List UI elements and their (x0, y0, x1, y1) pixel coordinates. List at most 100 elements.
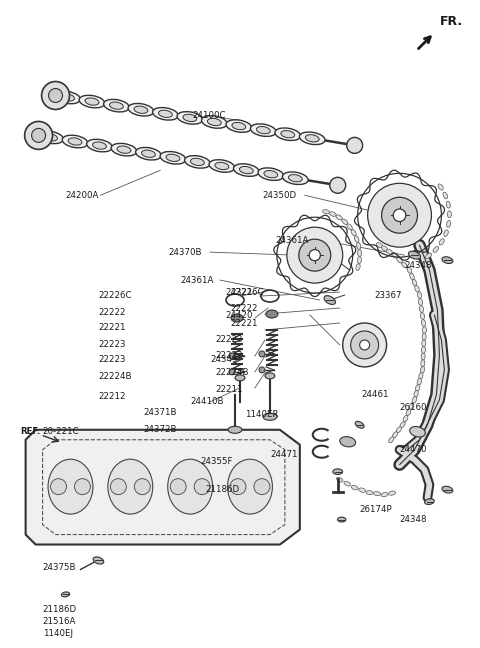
Text: 26174P: 26174P (360, 505, 392, 514)
Ellipse shape (336, 478, 343, 482)
Ellipse shape (109, 102, 123, 110)
Ellipse shape (281, 131, 295, 138)
Ellipse shape (421, 360, 425, 367)
Ellipse shape (235, 375, 245, 381)
Circle shape (368, 183, 432, 247)
Text: 24100C: 24100C (192, 111, 226, 120)
Ellipse shape (166, 154, 180, 161)
Ellipse shape (61, 592, 70, 597)
Text: 24471: 24471 (270, 450, 298, 459)
Ellipse shape (446, 202, 450, 208)
Ellipse shape (87, 139, 112, 152)
Text: 22224B: 22224B (98, 373, 132, 382)
Ellipse shape (407, 267, 412, 273)
Text: 24372B: 24372B (144, 425, 177, 434)
Circle shape (351, 331, 379, 359)
Ellipse shape (266, 310, 278, 318)
Circle shape (393, 209, 406, 222)
Ellipse shape (408, 251, 420, 259)
Ellipse shape (392, 252, 397, 258)
Ellipse shape (62, 135, 88, 148)
Text: 22223: 22223 (98, 340, 126, 349)
Ellipse shape (93, 142, 107, 149)
Ellipse shape (209, 159, 235, 172)
Ellipse shape (344, 481, 350, 486)
Ellipse shape (422, 333, 426, 340)
Text: 22222: 22222 (98, 308, 126, 316)
Ellipse shape (191, 158, 204, 165)
Circle shape (347, 137, 363, 154)
Ellipse shape (111, 143, 137, 156)
Ellipse shape (323, 209, 329, 214)
Circle shape (134, 479, 150, 494)
Circle shape (259, 367, 265, 373)
Ellipse shape (231, 314, 243, 322)
Text: 22223: 22223 (215, 336, 242, 345)
Ellipse shape (444, 230, 448, 237)
Ellipse shape (354, 236, 359, 242)
Text: 22223: 22223 (98, 355, 126, 364)
Ellipse shape (215, 163, 229, 170)
Ellipse shape (55, 91, 80, 104)
Ellipse shape (356, 264, 360, 270)
Ellipse shape (228, 426, 242, 434)
Ellipse shape (265, 373, 275, 379)
Ellipse shape (447, 211, 451, 218)
Ellipse shape (403, 415, 408, 422)
Ellipse shape (357, 257, 361, 264)
Text: 24420: 24420 (225, 310, 252, 319)
Text: 24461: 24461 (361, 390, 389, 399)
Circle shape (343, 323, 386, 367)
Ellipse shape (207, 119, 221, 126)
Circle shape (254, 479, 270, 494)
Ellipse shape (347, 224, 352, 230)
Text: 24361A: 24361A (275, 236, 308, 245)
Ellipse shape (409, 426, 425, 437)
Ellipse shape (376, 242, 383, 248)
Ellipse shape (324, 295, 336, 305)
Text: 24348: 24348 (405, 260, 432, 270)
Ellipse shape (402, 262, 408, 268)
Ellipse shape (421, 319, 425, 327)
Ellipse shape (177, 111, 203, 124)
Text: 26160: 26160 (399, 403, 427, 412)
Ellipse shape (288, 174, 302, 182)
Ellipse shape (382, 246, 388, 251)
Circle shape (24, 121, 52, 150)
Circle shape (229, 353, 235, 359)
Circle shape (230, 479, 246, 494)
Ellipse shape (342, 219, 348, 224)
Ellipse shape (336, 215, 342, 220)
Ellipse shape (422, 327, 426, 334)
Text: 24200A: 24200A (65, 191, 99, 200)
Ellipse shape (228, 459, 273, 514)
Ellipse shape (329, 212, 336, 216)
Text: 24371B: 24371B (144, 408, 177, 417)
Text: FR.: FR. (439, 15, 463, 28)
Circle shape (194, 479, 210, 494)
Text: 22211: 22211 (215, 386, 242, 395)
Ellipse shape (396, 257, 402, 263)
Ellipse shape (416, 384, 420, 391)
Text: 1140ER: 1140ER (245, 410, 278, 419)
Ellipse shape (108, 459, 153, 514)
Ellipse shape (358, 249, 361, 257)
Circle shape (330, 178, 346, 193)
Ellipse shape (340, 437, 356, 447)
Ellipse shape (337, 517, 346, 522)
Ellipse shape (386, 249, 393, 255)
Ellipse shape (389, 437, 394, 443)
Circle shape (299, 239, 331, 271)
Ellipse shape (381, 492, 388, 497)
Text: 24470: 24470 (399, 445, 427, 454)
Circle shape (110, 479, 126, 494)
Ellipse shape (359, 488, 365, 492)
Ellipse shape (160, 152, 186, 164)
Circle shape (48, 89, 62, 102)
Ellipse shape (414, 391, 418, 397)
Ellipse shape (439, 238, 444, 245)
Text: 24355F: 24355F (200, 457, 233, 466)
Ellipse shape (264, 170, 278, 178)
Ellipse shape (48, 459, 93, 514)
Ellipse shape (202, 116, 227, 128)
